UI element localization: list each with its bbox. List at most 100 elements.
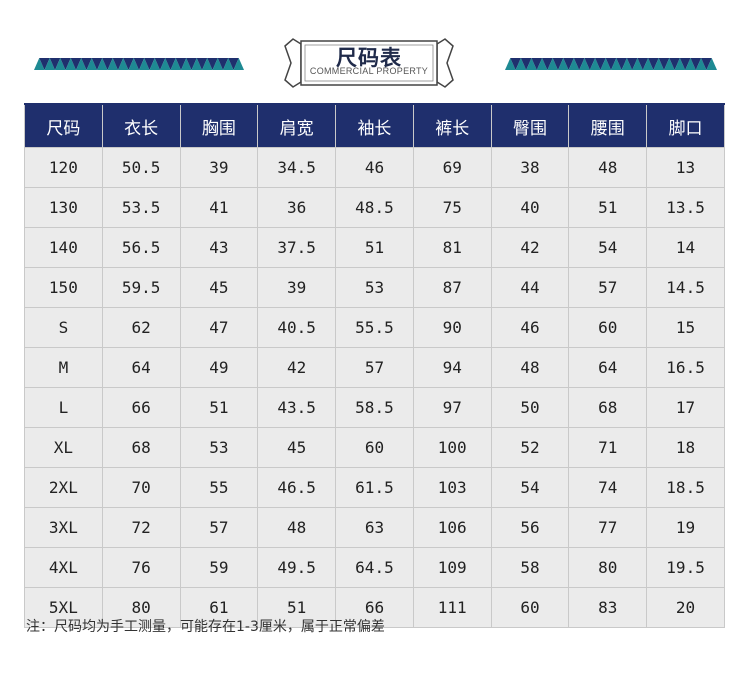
table-header-row: 尺码 衣长 胸围 肩宽 袖长 裤长 臀围 腰围 脚口 bbox=[24, 103, 725, 148]
measurement-cell: 45 bbox=[257, 427, 337, 468]
title-badge: 尺码表 COMMERCIAL PROPERTY bbox=[283, 36, 455, 90]
measurement-cell: 14.5 bbox=[646, 267, 725, 308]
measurement-note: 注：尺码均为手工测量，可能存在1-3厘米，属于正常偏差 bbox=[26, 619, 385, 635]
column-header: 衣长 bbox=[101, 103, 181, 148]
measurement-cell: 18.5 bbox=[646, 467, 725, 508]
size-cell: 140 bbox=[24, 227, 103, 268]
measurement-cell: 62 bbox=[101, 307, 181, 348]
measurement-cell: 94 bbox=[412, 347, 492, 388]
zigzag-decoration-left bbox=[34, 58, 244, 70]
measurement-cell: 48 bbox=[490, 347, 570, 388]
column-header: 腰围 bbox=[568, 103, 648, 148]
column-header: 袖长 bbox=[335, 103, 414, 148]
size-cell: 4XL bbox=[24, 547, 103, 588]
measurement-cell: 43 bbox=[179, 227, 259, 268]
measurement-cell: 48 bbox=[257, 507, 337, 548]
measurement-cell: 19 bbox=[646, 507, 725, 548]
measurement-cell: 90 bbox=[412, 307, 492, 348]
measurement-cell: 55 bbox=[179, 467, 259, 508]
measurement-cell: 81 bbox=[412, 227, 492, 268]
size-cell: 130 bbox=[24, 187, 103, 228]
measurement-cell: 100 bbox=[412, 427, 492, 468]
measurement-cell: 40.5 bbox=[257, 307, 337, 348]
measurement-cell: 17 bbox=[646, 387, 725, 428]
table-row: 4XL 76 59 49.5 64.5 109 58 80 19.5 bbox=[24, 547, 725, 588]
measurement-cell: 75 bbox=[412, 187, 492, 228]
table-row: 5XL 80 61 51 66 111 60 83 20 bbox=[24, 587, 725, 628]
table-row: M 64 49 42 57 94 48 64 16.5 bbox=[24, 347, 725, 388]
measurement-cell: 57 bbox=[179, 507, 259, 548]
size-cell: 150 bbox=[24, 267, 103, 308]
measurement-cell: 39 bbox=[179, 147, 259, 188]
table-row: 130 53.5 41 36 48.5 75 40 51 13.5 bbox=[24, 187, 725, 228]
measurement-cell: 53 bbox=[179, 427, 259, 468]
measurement-cell: 59.5 bbox=[101, 267, 181, 308]
measurement-cell: 51 bbox=[335, 227, 414, 268]
measurement-cell: 80 bbox=[568, 547, 648, 588]
measurement-cell: 72 bbox=[101, 507, 181, 548]
measurement-cell: 77 bbox=[568, 507, 648, 548]
measurement-cell: 46 bbox=[490, 307, 570, 348]
size-cell: S bbox=[24, 307, 103, 348]
measurement-cell: 48.5 bbox=[335, 187, 414, 228]
measurement-cell: 49.5 bbox=[257, 547, 337, 588]
size-cell: 5XL bbox=[24, 587, 103, 628]
measurement-cell: 39 bbox=[257, 267, 337, 308]
measurement-cell: 13 bbox=[646, 147, 725, 188]
measurement-cell: 58 bbox=[490, 547, 570, 588]
measurement-cell: 83 bbox=[568, 587, 648, 628]
measurement-cell: 41 bbox=[179, 187, 259, 228]
measurement-cell: 46 bbox=[335, 147, 414, 188]
table-row: 140 56.5 43 37.5 51 81 42 54 14 bbox=[24, 227, 725, 268]
measurement-cell: 64 bbox=[568, 347, 648, 388]
table-row: 150 59.5 45 39 53 87 44 57 14.5 bbox=[24, 267, 725, 308]
measurement-cell: 48 bbox=[568, 147, 648, 188]
column-header: 裤长 bbox=[412, 103, 492, 148]
page-subtitle: COMMERCIAL PROPERTY bbox=[309, 66, 429, 76]
measurement-cell: 51 bbox=[568, 187, 648, 228]
table-row: L 66 51 43.5 58.5 97 50 68 17 bbox=[24, 387, 725, 428]
measurement-cell: 53.5 bbox=[101, 187, 181, 228]
measurement-cell: 63 bbox=[335, 507, 414, 548]
measurement-cell: 56 bbox=[490, 507, 570, 548]
measurement-cell: 18 bbox=[646, 427, 725, 468]
title-frame bbox=[284, 38, 454, 88]
measurement-cell: 60 bbox=[335, 427, 414, 468]
page-title: 尺码表 bbox=[336, 46, 402, 70]
measurement-cell: 54 bbox=[568, 227, 648, 268]
measurement-cell: 16.5 bbox=[646, 347, 725, 388]
measurement-cell: 42 bbox=[490, 227, 570, 268]
measurement-cell: 37.5 bbox=[257, 227, 337, 268]
measurement-cell: 43.5 bbox=[257, 387, 337, 428]
table-row: 3XL 72 57 48 63 106 56 77 19 bbox=[24, 507, 725, 548]
measurement-cell: 69 bbox=[412, 147, 492, 188]
measurement-cell: 19.5 bbox=[646, 547, 725, 588]
measurement-cell: 42 bbox=[257, 347, 337, 388]
size-cell: M bbox=[24, 347, 103, 388]
measurement-cell: 52 bbox=[490, 427, 570, 468]
column-header: 胸围 bbox=[179, 103, 259, 148]
measurement-cell: 106 bbox=[412, 507, 492, 548]
measurement-cell: 60 bbox=[490, 587, 570, 628]
measurement-cell: 13.5 bbox=[646, 187, 725, 228]
measurement-cell: 71 bbox=[568, 427, 648, 468]
measurement-cell: 56.5 bbox=[101, 227, 181, 268]
measurement-cell: 45 bbox=[179, 267, 259, 308]
size-table: 尺码 衣长 胸围 肩宽 袖长 裤长 臀围 腰围 脚口 120 50.5 39 34.5 46 69 38 48… bbox=[24, 103, 725, 628]
measurement-cell: 50 bbox=[490, 387, 570, 428]
measurement-cell: 14 bbox=[646, 227, 725, 268]
measurement-cell: 57 bbox=[568, 267, 648, 308]
measurement-cell: 111 bbox=[412, 587, 492, 628]
measurement-cell: 47 bbox=[179, 307, 259, 348]
measurement-cell: 70 bbox=[101, 467, 181, 508]
column-header: 臀围 bbox=[490, 103, 570, 148]
table-row: XL 68 53 45 60 100 52 71 18 bbox=[24, 427, 725, 468]
column-header: 肩宽 bbox=[257, 103, 337, 148]
column-header: 脚口 bbox=[646, 103, 725, 148]
measurement-cell: 109 bbox=[412, 547, 492, 588]
size-cell: XL bbox=[24, 427, 103, 468]
measurement-cell: 61 bbox=[179, 587, 259, 628]
measurement-cell: 87 bbox=[412, 267, 492, 308]
table-row: 2XL 70 55 46.5 61.5 103 54 74 18.5 bbox=[24, 467, 725, 508]
size-cell: 2XL bbox=[24, 467, 103, 508]
